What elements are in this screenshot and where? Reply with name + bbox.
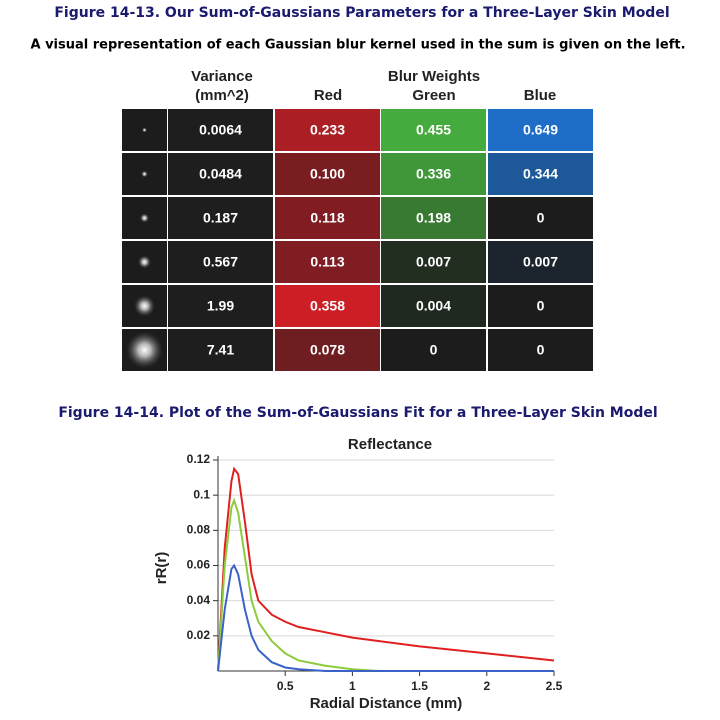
cell-value: 0.007 (523, 254, 558, 270)
x-tick-label: 1 (349, 679, 356, 693)
cell-value: 7.41 (207, 342, 234, 358)
chart: Reflectance Radial Distance (mm) rR(r) 0… (153, 436, 563, 712)
cell-value: 0.118 (310, 210, 344, 226)
table-cell (275, 197, 380, 239)
cell-value: 0.187 (203, 210, 238, 226)
table-cell (275, 109, 380, 151)
column-header: Variance (191, 68, 253, 85)
x-tick-label: 2.5 (546, 679, 563, 693)
kernel-blob (134, 295, 155, 317)
y-tick-label: 0.06 (187, 558, 211, 572)
table-cell (488, 197, 593, 239)
table-cell (381, 285, 486, 327)
kernel-blob (126, 331, 163, 369)
kernel-blob (139, 213, 150, 223)
table-background (121, 107, 594, 372)
group-header: Blur Weights (388, 68, 480, 85)
cell-value: 0.336 (416, 166, 451, 182)
table-cell (168, 241, 273, 283)
cell-value: 0.007 (416, 254, 451, 270)
series-line (217, 563, 554, 672)
cell-value: 0.567 (203, 254, 238, 270)
figure-caption: Figure 14-13. Our Sum-of-Gaussians Param… (54, 5, 669, 21)
cell-value: 0.649 (523, 122, 558, 138)
kernel-blob (141, 170, 148, 178)
cell-value: 0.078 (310, 342, 345, 358)
description: A visual representation of each Gaussian… (30, 38, 685, 53)
table-cell (275, 285, 380, 327)
figure-caption: Figure 14-14. Plot of the Sum-of-Gaussia… (58, 405, 657, 421)
cell-value: 0.358 (310, 298, 345, 314)
cell-value: 0.100 (310, 166, 345, 182)
cell-value: 0.0064 (199, 122, 242, 138)
table-cell (488, 153, 593, 195)
x-tick-label: 2 (483, 679, 490, 693)
cell-value: 0.113 (310, 254, 344, 270)
x-tick-label: 0.5 (277, 679, 294, 693)
table-cell (488, 109, 593, 151)
kernel-blob (137, 255, 152, 269)
column-header: Red (314, 87, 342, 104)
kernel-blob (142, 127, 147, 133)
table-cell (168, 153, 273, 195)
cell-value: 0.0484 (199, 166, 242, 182)
cell-value: 0 (430, 342, 438, 358)
table-cell (168, 109, 273, 151)
table-cell (381, 197, 486, 239)
table-cell (488, 329, 593, 371)
cell-value: 0.455 (416, 122, 451, 138)
table-cell (488, 241, 593, 283)
cell-value: 0.004 (416, 298, 451, 314)
table-cell (168, 197, 273, 239)
cell-value: 0.344 (523, 166, 558, 182)
cell-value: 0 (537, 298, 545, 314)
y-tick-label: 0.02 (187, 628, 211, 642)
table-cell (168, 329, 273, 371)
cell-value: 0.198 (416, 210, 451, 226)
series-line (217, 497, 554, 672)
series-line (217, 466, 555, 672)
table-cell (275, 241, 380, 283)
column-header: (mm^2) (195, 87, 249, 104)
cell-value: 1.99 (207, 298, 234, 314)
cell-value: 0 (537, 342, 545, 358)
table-cell (168, 285, 273, 327)
column-header: Green (412, 87, 455, 104)
y-tick-label: 0.08 (187, 523, 211, 537)
y-tick-label: 0.12 (187, 452, 211, 466)
table-cell (381, 329, 486, 371)
y-tick-label: 0.1 (193, 487, 210, 501)
chart-title: Reflectance (348, 436, 432, 453)
table-cell (381, 153, 486, 195)
y-tick-label: 0.04 (187, 593, 211, 607)
table-cell (381, 109, 486, 151)
table-cell (275, 153, 380, 195)
y-axis-label: rR(r) (153, 552, 170, 585)
x-tick-label: 1.5 (411, 679, 428, 693)
cell-value: 0.233 (310, 122, 345, 138)
table: 0.0064 0.233 0.455 0.649 0.0484 0.100 0.336 0.3… (121, 107, 594, 372)
table-cell (381, 241, 486, 283)
x-axis-label: Radial Distance (mm) (310, 695, 463, 712)
table-cell (275, 329, 380, 371)
cell-value: 0 (537, 210, 545, 226)
table-cell (488, 285, 593, 327)
column-header: Blue (524, 87, 557, 104)
